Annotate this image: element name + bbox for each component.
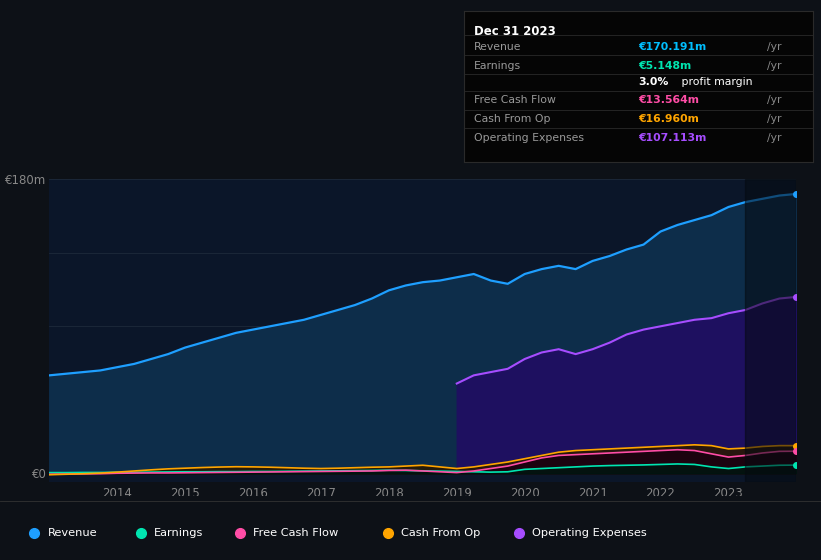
Text: €107.113m: €107.113m xyxy=(639,133,707,143)
Text: Revenue: Revenue xyxy=(48,528,97,538)
Text: €170.191m: €170.191m xyxy=(639,43,707,53)
Text: Free Cash Flow: Free Cash Flow xyxy=(253,528,338,538)
Text: €13.564m: €13.564m xyxy=(639,95,699,105)
Text: Revenue: Revenue xyxy=(475,43,522,53)
Text: profit margin: profit margin xyxy=(678,77,753,86)
Text: Free Cash Flow: Free Cash Flow xyxy=(475,95,556,105)
Text: €5.148m: €5.148m xyxy=(639,62,691,71)
Text: /yr: /yr xyxy=(768,43,782,53)
Text: /yr: /yr xyxy=(768,133,782,143)
Text: €16.960m: €16.960m xyxy=(639,114,699,124)
Text: Cash From Op: Cash From Op xyxy=(401,528,480,538)
Text: 3.0%: 3.0% xyxy=(639,77,668,86)
Text: /yr: /yr xyxy=(768,95,782,105)
Text: /yr: /yr xyxy=(768,114,782,124)
Text: Operating Expenses: Operating Expenses xyxy=(475,133,585,143)
Text: Operating Expenses: Operating Expenses xyxy=(532,528,647,538)
Text: /yr: /yr xyxy=(768,62,782,71)
Text: Earnings: Earnings xyxy=(475,62,521,71)
Text: Dec 31 2023: Dec 31 2023 xyxy=(475,25,556,38)
Bar xyxy=(745,179,796,482)
Text: Earnings: Earnings xyxy=(154,528,204,538)
Text: Cash From Op: Cash From Op xyxy=(475,114,551,124)
